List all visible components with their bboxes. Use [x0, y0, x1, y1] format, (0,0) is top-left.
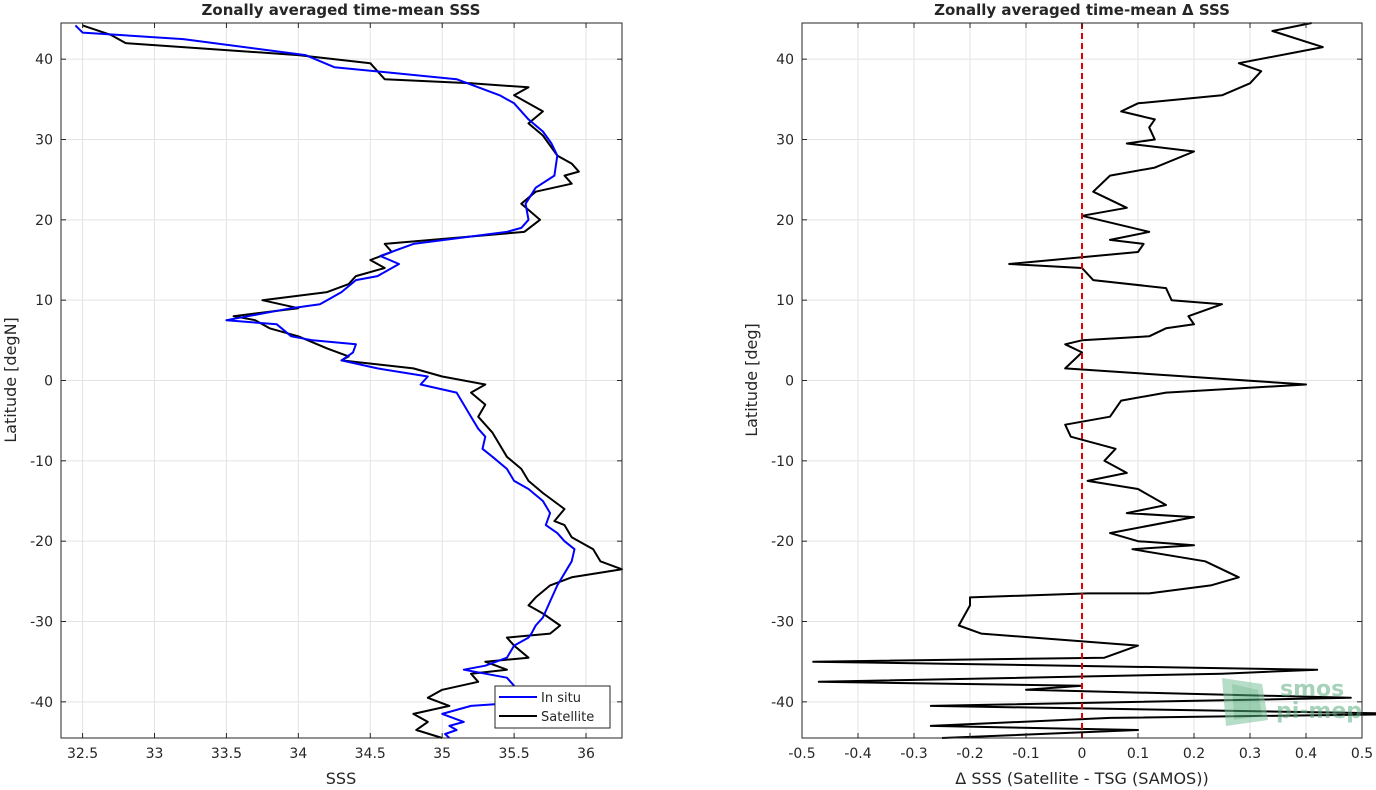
- ticks: -0.5 -0.4 -0.3 -0.2 -0.1 0 0.1 0.2 0.3 0.4 0.5 -40 -…: [771, 23, 1373, 762]
- y-tick-label: -20: [771, 534, 794, 550]
- y-tick-label: 10: [35, 293, 53, 309]
- y-axis-label: Latitude [degN]: [1, 317, 20, 443]
- series-line-in-situ: [74, 24, 576, 739]
- logo-text-smos: smos: [1280, 677, 1344, 702]
- y-tick-label: -10: [30, 454, 53, 470]
- x-tick-label: 0.2: [1183, 746, 1205, 762]
- y-tick-label: 20: [776, 213, 794, 229]
- logo-text-pi-mep: pi-mep: [1276, 699, 1362, 724]
- grid: [61, 23, 622, 738]
- y-tick-label: -30: [771, 615, 794, 631]
- x-tick-label: -0.2: [956, 746, 983, 762]
- x-tick-label: 0.3: [1239, 746, 1261, 762]
- y-tick-label: 30: [776, 132, 794, 148]
- y-tick-label: -40: [30, 695, 53, 711]
- legend: In situ Satellite: [494, 685, 611, 729]
- x-tick-label: 36: [577, 746, 595, 762]
- y-tick-label: -20: [30, 534, 53, 550]
- chart-sss: 32.5 33 33.5 34 34.5 35 35.5 36 -40 -30 -20 -10 0 10 2…: [1, 1, 623, 788]
- x-tick-label: 0.4: [1295, 746, 1317, 762]
- y-tick-label: 20: [35, 213, 53, 229]
- x-tick-label: 35: [433, 746, 451, 762]
- x-tick-label: 0.5: [1351, 746, 1373, 762]
- y-tick-label: -10: [771, 454, 794, 470]
- logo-icon-inner: [1232, 684, 1262, 720]
- ticks: 32.5 33 33.5 34 34.5 35 35.5 36 -40 -30 -20 -10 0 10 2…: [30, 23, 622, 762]
- x-tick-label: 35.5: [499, 746, 530, 762]
- series-group: [74, 24, 623, 739]
- series-group: [812, 22, 1376, 739]
- y-tick-label: 0: [785, 374, 794, 390]
- legend-label-in-situ: In situ: [541, 691, 581, 706]
- y-tick-label: -30: [30, 615, 53, 631]
- y-tick-label: 30: [35, 132, 53, 148]
- y-axis-label: Latitude [deg]: [742, 323, 761, 437]
- y-tick-label: 10: [776, 293, 794, 309]
- smos-pi-mep-logo: smos pi-mep: [1222, 677, 1362, 726]
- chart-delta-sss: -0.5 -0.4 -0.3 -0.2 -0.1 0 0.1 0.2 0.3 0.4 0.5 -40 -…: [742, 1, 1376, 788]
- x-tick-label: 34: [289, 746, 307, 762]
- x-tick-label: -0.5: [788, 746, 815, 762]
- legend-label-satellite: Satellite: [541, 710, 594, 725]
- y-tick-label: 40: [35, 52, 53, 68]
- x-tick-label: 33.5: [211, 746, 242, 762]
- y-tick-label: 40: [776, 52, 794, 68]
- x-axis-label: Δ SSS (Satellite - TSG (SAMOS)): [955, 769, 1208, 788]
- chart-title: Zonally averaged time-mean SSS: [202, 1, 481, 19]
- x-tick-label: 32.5: [67, 746, 98, 762]
- chart-title: Zonally averaged time-mean Δ SSS: [934, 1, 1230, 19]
- y-tick-label: -40: [771, 695, 794, 711]
- x-tick-label: 0.1: [1127, 746, 1149, 762]
- x-tick-label: 33: [146, 746, 164, 762]
- x-tick-label: 34.5: [355, 746, 386, 762]
- x-tick-label: 0: [1078, 746, 1087, 762]
- y-tick-label: 0: [44, 374, 53, 390]
- x-tick-label: -0.1: [1012, 746, 1039, 762]
- x-axis-label: SSS: [326, 769, 356, 788]
- legend-box: [494, 685, 611, 729]
- x-tick-label: -0.4: [844, 746, 871, 762]
- x-tick-label: -0.3: [900, 746, 927, 762]
- series-line-satellite: [82, 24, 623, 739]
- series-line-delta-sss: [812, 22, 1376, 739]
